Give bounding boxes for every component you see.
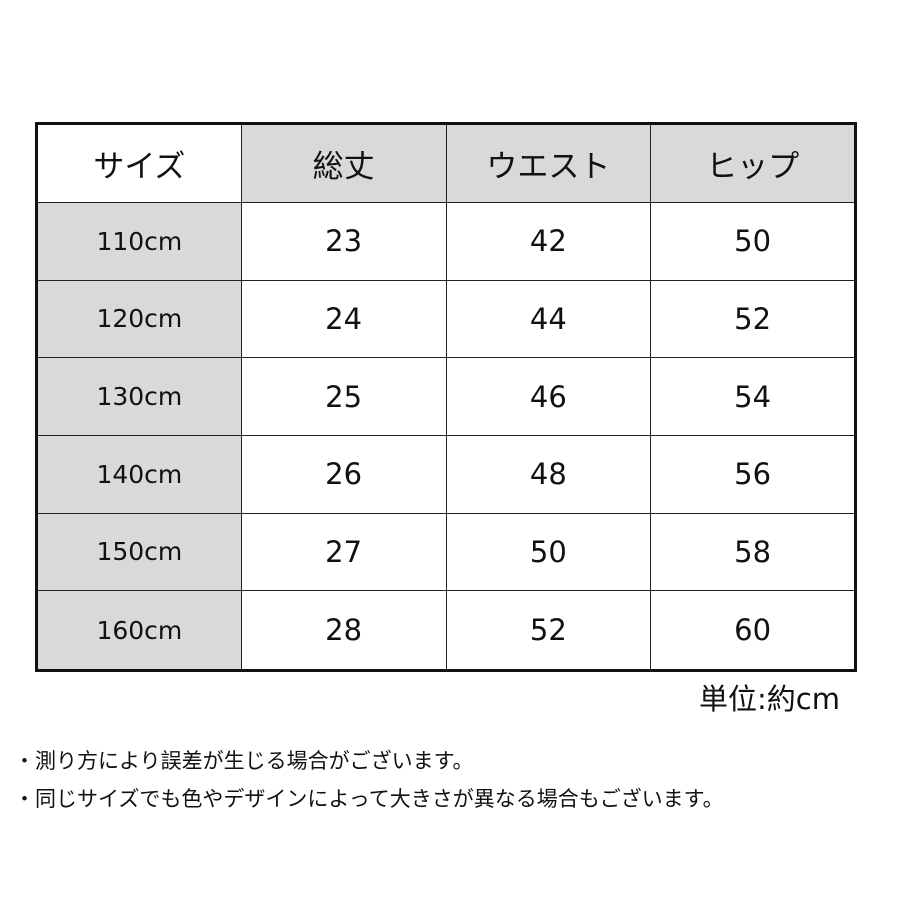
column-header: サイズ [36, 123, 242, 203]
measurement-cell: 27 [240, 512, 447, 592]
notes: ・測り方により誤差が生じる場合がございます。 ・同じサイズでも色やデザインによっ… [14, 742, 724, 818]
header-row: サイズ 総丈 ウエスト ヒップ [36, 123, 856, 203]
column-header: 総丈 [240, 123, 447, 203]
table-row: 140cm 26 48 56 [36, 434, 856, 514]
measurement-cell: 50 [650, 202, 856, 281]
column-header: ヒップ [650, 123, 856, 203]
measurement-cell: 46 [445, 357, 652, 436]
table-row: 160cm 28 52 60 [36, 590, 856, 671]
table-row: 130cm 25 46 54 [36, 357, 856, 436]
size-chart-table: サイズ 総丈 ウエスト ヒップ 110cm 23 42 50 120cm 24 44 52 130cm 2… [35, 122, 857, 672]
measurement-cell: 56 [650, 434, 856, 514]
measurement-cell: 48 [445, 434, 652, 514]
measurement-cell: 44 [445, 279, 652, 359]
measurement-cell: 23 [240, 202, 447, 281]
measurement-cell: 24 [240, 279, 447, 359]
size-cell: 150cm [36, 512, 242, 592]
measurement-cell: 60 [650, 590, 856, 671]
measurement-cell: 26 [240, 434, 447, 514]
size-cell: 120cm [36, 279, 242, 359]
measurement-cell: 25 [240, 357, 447, 436]
size-cell: 110cm [36, 202, 242, 281]
table-row: 110cm 23 42 50 [36, 202, 856, 281]
measurement-cell: 58 [650, 512, 856, 592]
measurement-cell: 42 [445, 202, 652, 281]
size-cell: 130cm [36, 357, 242, 436]
measurement-cell: 50 [445, 512, 652, 592]
measurement-cell: 28 [240, 590, 447, 671]
table-row: 120cm 24 44 52 [36, 279, 856, 359]
unit-label: 単位:約cm [699, 682, 840, 716]
size-cell: 140cm [36, 434, 242, 514]
measurement-cell: 52 [650, 279, 856, 359]
note-measurement: ・測り方により誤差が生じる場合がございます。 [14, 749, 474, 773]
measurement-cell: 54 [650, 357, 856, 436]
size-cell: 160cm [36, 590, 242, 671]
note-design-variation: ・同じサイズでも色やデザインによって大きさが異なる場合もございます。 [14, 787, 724, 811]
column-header: ウエスト [445, 123, 652, 203]
measurement-cell: 52 [445, 590, 652, 671]
table-row: 150cm 27 50 58 [36, 512, 856, 592]
